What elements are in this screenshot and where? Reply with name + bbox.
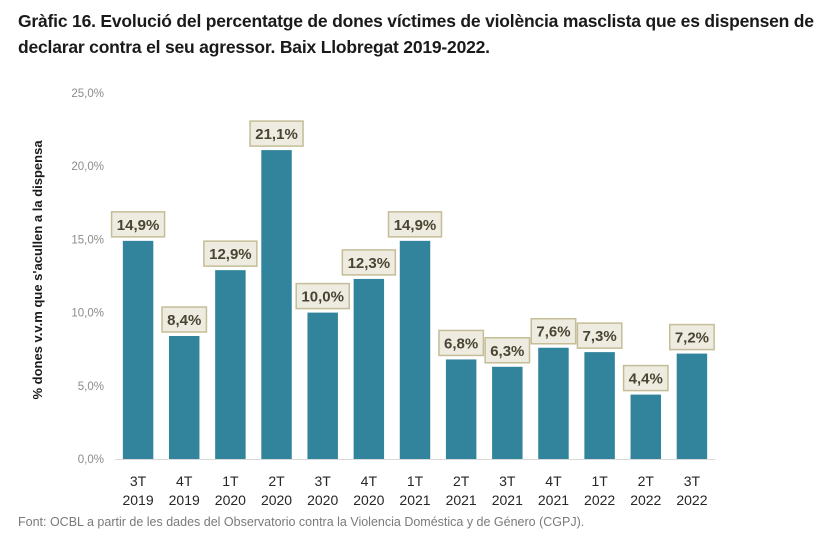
data-label: 7,6% (530, 317, 577, 345)
bar (261, 150, 292, 459)
data-label-box (622, 364, 669, 392)
data-label: 8,4% (161, 306, 208, 333)
x-tick-label-year: 2022 (584, 492, 615, 508)
bar (169, 336, 200, 459)
x-tick-label-quarter: 3T (684, 473, 701, 489)
data-label: 6,3% (484, 337, 531, 364)
bar (215, 270, 246, 459)
data-label: 14,9% (110, 211, 166, 238)
x-tick-label-quarter: 3T (130, 473, 147, 489)
x-tick-label-year: 2020 (307, 492, 338, 508)
x-tick-label-quarter: 4T (176, 473, 193, 489)
x-tick-label-quarter: 2T (453, 473, 470, 489)
y-tick-label: 10,0% (71, 308, 104, 320)
data-label-text: 6,8% (444, 335, 478, 352)
y-tick-label: 5,0% (78, 381, 104, 393)
x-axis-ticks: 3T 2019 4T 2019 1T 2020 2T 2020 3T 2020 4T 2020 1T 20… (122, 473, 707, 508)
data-label-text: 12,3% (348, 255, 391, 272)
x-tick-label-year: 2021 (538, 492, 569, 508)
y-tick-label: 0,0% (78, 454, 104, 466)
data-label-text: 10,0% (301, 289, 344, 306)
x-tick-label-year: 2022 (630, 492, 661, 508)
data-label-box (484, 337, 531, 364)
y-tick-label: 15,0% (71, 234, 104, 246)
source-note: Font: OCBL a partir de les dades del Obs… (18, 515, 585, 529)
data-label-text: 8,4% (167, 312, 201, 329)
x-tick-label-year: 2021 (446, 492, 477, 508)
bar (492, 366, 523, 459)
x-tick-label-year: 2020 (353, 492, 384, 508)
x-tick-label-quarter: 4T (361, 473, 378, 489)
data-label-text: 7,6% (536, 324, 570, 341)
data-label-text: 21,1% (255, 126, 298, 143)
y-axis-label: % dones v.v.m que s'acullen a la dispens… (30, 140, 45, 400)
data-label-box (341, 249, 397, 276)
y-axis-ticks: 0,0% 5,0% 10,0% 15,0% 20,0% 25,0% (71, 88, 104, 466)
x-tick-label-year: 2021 (492, 492, 523, 508)
data-label-box (110, 211, 166, 238)
x-tick-label-quarter: 3T (499, 473, 516, 489)
y-tick-label: 20,0% (71, 161, 104, 173)
data-label: 4,4% (622, 364, 669, 392)
data-label: 12,9% (203, 240, 258, 267)
x-tick-label-year: 2019 (169, 492, 200, 508)
x-tick-label-quarter: 4T (545, 473, 562, 489)
data-label-box (295, 282, 350, 310)
x-tick-label-quarter: 2T (638, 473, 655, 489)
bar (307, 312, 338, 459)
data-label: 21,1% (249, 120, 304, 147)
bar (584, 352, 615, 459)
data-label: 10,0% (295, 282, 350, 310)
data-label-box (161, 306, 208, 333)
data-label-text: 7,2% (675, 330, 709, 347)
data-label: 12,3% (341, 249, 397, 276)
data-label-box (203, 240, 258, 267)
x-tick-label-quarter: 2T (268, 473, 285, 489)
data-label-box (576, 322, 623, 349)
x-tick-label-year: 2020 (215, 492, 246, 508)
data-label-text: 14,9% (117, 217, 160, 234)
x-tick-label-quarter: 3T (315, 473, 332, 489)
x-tick-label-year: 2019 (122, 492, 153, 508)
x-tick-label-quarter: 1T (591, 473, 608, 489)
x-tick-label-quarter: 1T (407, 473, 424, 489)
data-label-box (438, 329, 485, 357)
chart-title: Gràfic 16. Evolució del percentatge de d… (18, 11, 814, 57)
data-label-text: 12,9% (209, 246, 252, 263)
data-label: 14,9% (387, 211, 443, 238)
data-label-text: 6,3% (490, 343, 524, 360)
y-tick-label: 25,0% (71, 88, 104, 100)
bar (538, 347, 569, 459)
data-label-text: 4,4% (629, 371, 663, 388)
bar (445, 359, 477, 459)
x-tick-label-quarter: 1T (222, 473, 239, 489)
x-tick-label-year: 2021 (399, 492, 430, 508)
data-label-box (530, 317, 577, 345)
bar (353, 278, 385, 459)
data-labels: 14,9% 8,4% 12,9% 21,1% 10,0%12,3% 14,9% 6,8% 6,… (110, 120, 715, 392)
x-tick-label-year: 2020 (261, 492, 292, 508)
bar (676, 353, 708, 459)
data-label-box (249, 120, 304, 147)
data-label: 6,8% (438, 329, 485, 357)
bar (630, 394, 661, 459)
bars (122, 150, 708, 459)
data-label: 7,2% (668, 323, 715, 351)
data-label-box (387, 211, 443, 238)
x-tick-label-year: 2022 (676, 492, 707, 508)
data-label-box (668, 323, 715, 351)
bar (399, 240, 431, 459)
data-label: 7,3% (576, 322, 623, 349)
data-label-text: 7,3% (583, 328, 617, 345)
data-label-text: 14,9% (394, 217, 437, 234)
bar (122, 240, 154, 459)
